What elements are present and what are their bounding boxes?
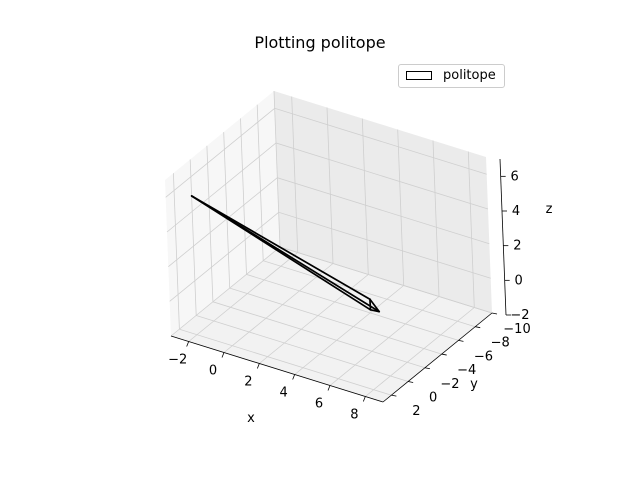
axis-labels: x y z (247, 202, 552, 426)
polytope-edge (190, 195, 371, 301)
grid-lines (165, 90, 493, 397)
x-tick-label: −2 (168, 353, 187, 368)
y-tick (441, 353, 447, 356)
y-tick (491, 312, 498, 315)
x-tick (292, 374, 296, 380)
legend-swatch (406, 71, 432, 80)
grid-line-z (169, 211, 491, 302)
x-tick (362, 396, 366, 402)
y-tick-label: 2 (412, 404, 420, 419)
z-axis-line (499, 158, 507, 316)
y-tick-label: −6 (474, 349, 493, 364)
z-tick-label: 6 (511, 169, 519, 184)
z-tick-label: 4 (512, 204, 520, 219)
y-tick (458, 339, 464, 342)
x-tick (256, 363, 260, 369)
y-tick (391, 394, 397, 397)
z-tick-label: 0 (515, 273, 523, 288)
x-tick (221, 352, 225, 358)
polytope-edge (190, 195, 372, 311)
polytope-edge (369, 308, 381, 313)
polytope-edge (369, 298, 381, 313)
x-tick-label: 6 (315, 397, 323, 412)
z-axis-label: z (546, 202, 553, 217)
x-tick-label: 8 (350, 408, 358, 423)
x-tick-label: 4 (280, 386, 288, 401)
y-tick-label: −2 (440, 377, 459, 392)
legend-label: politope (443, 68, 496, 83)
series-lines (190, 195, 381, 313)
polytope-edge (369, 298, 372, 311)
z-tick-label: 2 (513, 239, 521, 254)
y-tick-label: −4 (457, 363, 476, 378)
y-tick (475, 326, 481, 329)
grid-line-z (165, 107, 487, 198)
floor-pane (171, 247, 492, 402)
tick-marks (186, 175, 511, 402)
legend: politope (398, 64, 505, 88)
y-axis-line (382, 312, 493, 403)
y-tick (408, 381, 414, 383)
x-tick-label: 2 (244, 375, 252, 390)
x-tick-label: 0 (209, 364, 217, 379)
y-axis-label: y (470, 377, 478, 392)
y-tick-label: 0 (429, 390, 437, 405)
x-axis-label: x (247, 411, 255, 426)
x-axis-line (170, 335, 384, 403)
y-tick (424, 367, 431, 370)
x-tick (327, 385, 331, 391)
grid-line-z (168, 177, 490, 268)
y-tick-label: −8 (491, 336, 510, 351)
x-tick (186, 341, 190, 347)
z-tick-label: −2 (510, 308, 529, 323)
y-tick-label: −10 (503, 322, 530, 337)
chart-title: Plotting politope (254, 33, 386, 52)
axis-lines (170, 158, 507, 403)
